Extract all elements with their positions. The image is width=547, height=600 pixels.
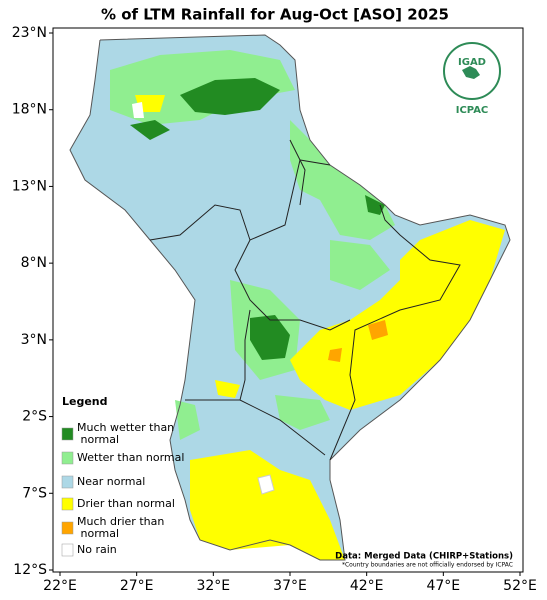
lon-tick-label: 52°E [503, 578, 537, 594]
legend-label: Drier than normal [77, 497, 175, 510]
logo-icon [462, 66, 480, 79]
lon-tick-label: 42°E [350, 578, 384, 594]
legend-swatch [61, 543, 74, 557]
axis-ticks: 22°E 27°E 32°E 37°E 42°E 47°E 52°E 23°N 18°N 13°N… [12, 25, 537, 594]
drier-area [290, 220, 505, 410]
wetter-area [330, 240, 390, 290]
much-wetter-area [250, 315, 290, 360]
lat-tick-label: 23°N [12, 25, 47, 41]
data-source: Data: Merged Data (CHIRP+Stations) [335, 552, 513, 562]
legend: Legend Much wetter than normal Wetter than… [61, 395, 184, 557]
lon-tick-label: 22°E [43, 578, 77, 594]
much-wetter-area [180, 78, 280, 115]
lon-tick-label: 27°E [120, 578, 154, 594]
legend-swatch [61, 451, 74, 465]
lat-tick-label: 12°S [13, 562, 47, 578]
legend-label: No rain [77, 543, 117, 556]
wetter-area [175, 400, 200, 440]
much-wetter-area [130, 120, 170, 140]
legend-swatch [61, 521, 74, 535]
legend-swatch [61, 427, 74, 441]
lat-tick-label: 2°S [22, 409, 47, 425]
drier-area [215, 380, 240, 398]
lat-tick-label: 8°N [21, 255, 47, 271]
logo-org: ICPAC [456, 105, 489, 116]
much-drier-area [328, 348, 342, 362]
lat-tick-label: 3°N [21, 332, 47, 348]
no-rain-area [132, 102, 144, 118]
map-title: % of LTM Rainfall for Aug-Oct [ASO] 2025 [101, 6, 449, 24]
borders [69, 34, 511, 561]
lon-tick-label: 32°E [196, 578, 230, 594]
logo: IGAD ICPAC [443, 42, 501, 116]
legend-swatch [61, 497, 74, 511]
region-layer [70, 35, 510, 560]
lat-tick-label: 7°S [22, 485, 47, 501]
wetter-area [275, 395, 330, 430]
much-drier-area [368, 320, 388, 340]
legend-swatch [61, 475, 74, 489]
much-wetter-area [365, 195, 385, 215]
lat-tick-label: 18°N [12, 102, 47, 118]
legend-label: Much drier than normal [77, 515, 164, 540]
lat-tick-label: 13°N [12, 178, 47, 194]
legend-title: Legend [62, 395, 108, 408]
drier-area [190, 450, 345, 560]
logo-name: IGAD [458, 57, 486, 68]
disclaimer: *Country boundaries are not officially e… [342, 562, 513, 569]
legend-label: Much wetter than normal [77, 421, 174, 446]
legend-label: Wetter than normal [77, 451, 184, 464]
no-rain-area [257, 474, 275, 495]
legend-label: Near normal [77, 475, 145, 488]
lon-tick-label: 37°E [273, 578, 307, 594]
lon-tick-label: 47°E [426, 578, 460, 594]
